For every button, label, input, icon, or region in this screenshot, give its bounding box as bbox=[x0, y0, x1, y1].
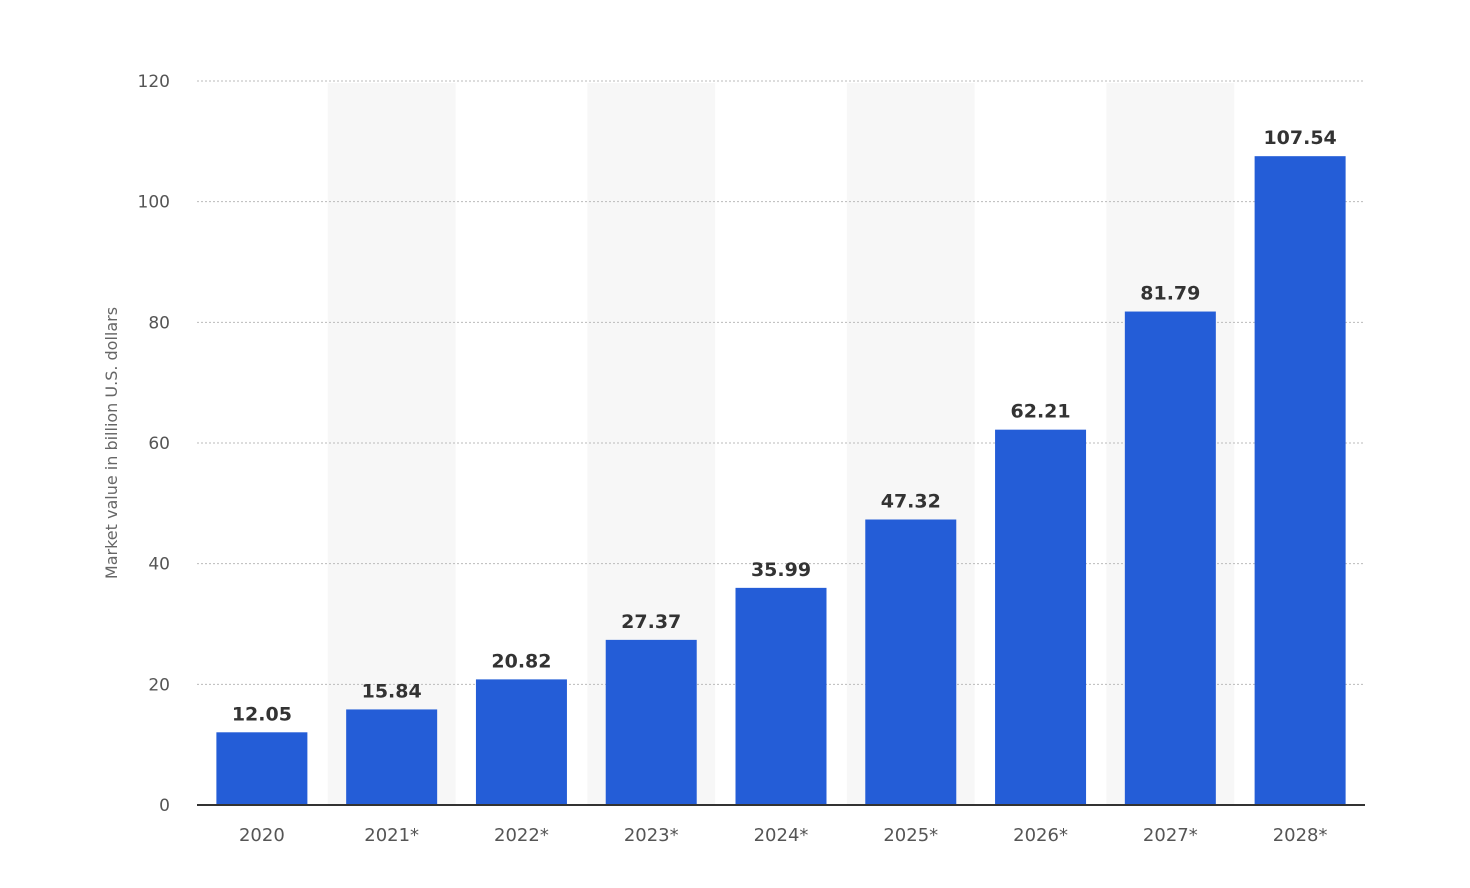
bar[interactable] bbox=[605, 639, 697, 805]
bar[interactable] bbox=[475, 679, 567, 805]
x-axis-ticks: 2020 2021* 2022* 2023* 2024* 2025* 2026* 2027* 2… bbox=[239, 825, 1328, 846]
x-tick-label: 2027* bbox=[1143, 825, 1198, 846]
bar[interactable] bbox=[1254, 156, 1346, 805]
bar[interactable] bbox=[346, 709, 438, 805]
data-label: 15.84 bbox=[362, 680, 422, 702]
y-tick-label: 100 bbox=[138, 193, 170, 213]
bar[interactable] bbox=[865, 519, 957, 805]
y-axis-title: Market value in billion U.S. dollars bbox=[102, 307, 121, 579]
x-tick-label: 2024* bbox=[754, 825, 809, 846]
y-tick-label: 80 bbox=[148, 313, 170, 333]
x-tick-label: 2020 bbox=[239, 825, 285, 846]
data-label: 20.82 bbox=[491, 650, 551, 672]
data-label: 62.21 bbox=[1011, 401, 1071, 423]
bar[interactable] bbox=[735, 587, 827, 805]
bar[interactable] bbox=[995, 429, 1087, 805]
x-tick-label: 2022* bbox=[494, 825, 549, 846]
y-tick-label: 40 bbox=[148, 555, 170, 575]
y-tick-label: 60 bbox=[148, 434, 170, 454]
x-tick-label: 2028* bbox=[1273, 825, 1328, 846]
data-label: 12.05 bbox=[232, 703, 292, 725]
y-tick-label: 20 bbox=[148, 675, 170, 695]
y-tick-label: 120 bbox=[138, 72, 170, 92]
bar[interactable] bbox=[1124, 311, 1216, 805]
data-label: 81.79 bbox=[1140, 283, 1200, 305]
bar[interactable] bbox=[216, 732, 308, 805]
data-labels: 12.05 15.84 20.82 27.37 35.99 47.32 62.21 81.79… bbox=[232, 127, 1337, 725]
y-tick-label: 0 bbox=[159, 796, 170, 816]
x-tick-label: 2026* bbox=[1013, 825, 1068, 846]
data-label: 35.99 bbox=[751, 559, 811, 581]
data-label: 107.54 bbox=[1263, 127, 1336, 149]
x-tick-label: 2025* bbox=[883, 825, 938, 846]
x-tick-label: 2021* bbox=[364, 825, 419, 846]
y-axis-ticks: 0 20 40 60 80 100 120 bbox=[138, 72, 170, 816]
data-label: 27.37 bbox=[621, 611, 681, 633]
x-tick-label: 2023* bbox=[624, 825, 679, 846]
data-label: 47.32 bbox=[881, 491, 941, 513]
bars bbox=[216, 156, 1346, 805]
